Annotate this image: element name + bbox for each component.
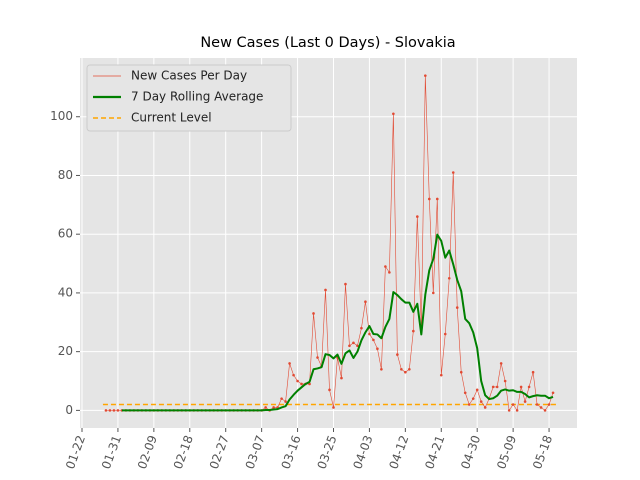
- data-point: [412, 329, 415, 333]
- data-point: [427, 197, 431, 201]
- data-point: [443, 332, 447, 336]
- data-point: [296, 379, 299, 383]
- data-point: [451, 171, 455, 174]
- data-point: [392, 112, 395, 116]
- x-tick-label: 04-30: [458, 433, 483, 471]
- data-point: [551, 391, 555, 395]
- data-point: [328, 388, 331, 392]
- data-point: [499, 362, 503, 365]
- legend-label: 7 Day Rolling Average: [131, 90, 263, 104]
- data-point: [312, 312, 315, 315]
- x-tick-label: 01-31: [99, 433, 124, 471]
- data-point: [112, 409, 116, 412]
- data-point: [380, 367, 383, 371]
- data-point: [288, 362, 291, 365]
- data-point: [344, 282, 347, 286]
- data-point: [348, 344, 351, 348]
- x-tick-label: 03-07: [243, 433, 268, 471]
- data-point: [523, 400, 527, 403]
- data-point: [264, 406, 267, 409]
- data-point: [300, 382, 303, 386]
- data-point: [368, 332, 371, 336]
- data-point: [435, 197, 439, 201]
- legend-label: Current Level: [131, 111, 212, 125]
- data-point: [104, 409, 108, 412]
- data-point: [475, 388, 479, 392]
- data-point: [396, 353, 399, 356]
- marks: [102, 74, 557, 412]
- y-tick-label: 100: [50, 109, 73, 123]
- data-point: [511, 403, 515, 406]
- x-tick-label: 04-03: [350, 433, 375, 471]
- data-point: [400, 367, 403, 371]
- x-tick-label: 02-18: [171, 433, 196, 471]
- data-point: [515, 409, 519, 412]
- data-point: [376, 347, 379, 351]
- y-tick-label: 80: [58, 168, 73, 182]
- x-tick-label: 03-16: [279, 433, 304, 471]
- x-tick-label: 05-09: [494, 433, 519, 471]
- data-point: [483, 406, 487, 409]
- data-point: [356, 344, 359, 348]
- y-tick-label: 20: [58, 344, 73, 358]
- chart-title: New Cases (Last 0 Days) - Slovakia: [200, 35, 455, 51]
- y-tick-label: 60: [58, 227, 73, 241]
- data-point: [360, 326, 363, 330]
- data-point: [439, 373, 443, 377]
- legend-box: [86, 64, 292, 132]
- data-point: [431, 291, 435, 295]
- data-point: [463, 391, 467, 395]
- data-point: [292, 373, 295, 377]
- data-point: [340, 376, 343, 380]
- data-point: [352, 341, 355, 345]
- data-point: [491, 385, 495, 389]
- x-tick-label: 01-22: [63, 433, 88, 471]
- data-point: [408, 367, 411, 371]
- data-point: [316, 356, 319, 359]
- legend: New Cases Per Day 7 Day Rolling Average Cu…: [86, 64, 292, 132]
- data-point: [503, 379, 507, 383]
- data-point: [447, 276, 451, 280]
- data-point: [324, 288, 327, 292]
- data-point: [547, 403, 551, 406]
- data-point: [116, 409, 120, 412]
- data-point: [280, 397, 283, 400]
- y-tick-label: 0: [65, 403, 73, 417]
- data-point: [467, 403, 471, 406]
- data-point: [471, 397, 475, 400]
- data-point: [384, 265, 387, 268]
- data-point: [364, 300, 367, 304]
- data-point: [108, 409, 112, 412]
- x-tick-label: 02-27: [207, 433, 232, 471]
- data-point: [507, 409, 511, 412]
- data-point: [531, 370, 535, 374]
- x-tick-label: 05-18: [530, 433, 555, 471]
- data-point: [388, 271, 391, 274]
- x-tick-label: 02-09: [135, 433, 160, 471]
- data-point: [455, 306, 459, 309]
- data-point: [332, 406, 335, 409]
- data-point: [416, 215, 419, 218]
- data-point: [459, 370, 463, 374]
- data-point: [372, 338, 375, 342]
- data-point: [539, 406, 543, 409]
- x-tick-label: 04-21: [422, 433, 447, 471]
- data-point: [543, 409, 547, 412]
- data-point: [479, 400, 483, 403]
- data-point: [495, 385, 499, 389]
- data-point: [284, 400, 287, 403]
- x-tick-label: 03-25: [315, 433, 340, 471]
- y-tick-label: 40: [58, 285, 73, 299]
- data-point: [519, 385, 523, 389]
- data-point: [527, 385, 531, 389]
- series-line: [121, 233, 554, 412]
- data-point: [535, 403, 539, 406]
- x-tick-label: 04-12: [386, 433, 411, 471]
- data-point: [404, 370, 407, 374]
- legend-label: New Cases Per Day: [131, 69, 247, 83]
- data-point: [424, 74, 427, 77]
- data-point: [272, 406, 275, 409]
